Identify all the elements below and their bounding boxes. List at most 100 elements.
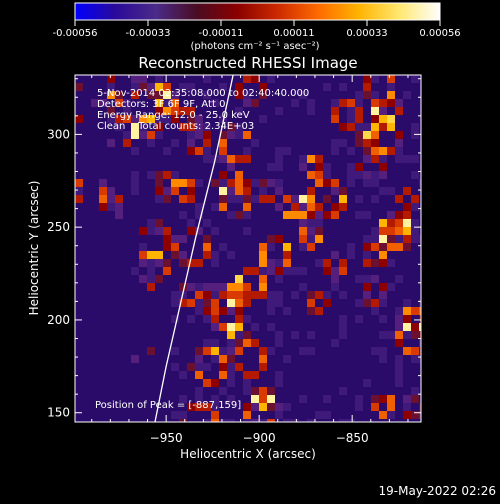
heatmap-cell <box>235 155 243 163</box>
heatmap-cell <box>227 283 235 291</box>
heatmap-cell <box>379 339 387 347</box>
heatmap-cell <box>283 347 291 355</box>
heatmap-cell <box>387 315 395 323</box>
heatmap-cell <box>307 115 315 123</box>
heatmap-cell <box>363 363 371 371</box>
heatmap-cell <box>115 123 123 131</box>
heatmap-cell <box>395 411 403 419</box>
heatmap-cell <box>363 299 371 307</box>
heatmap-cell <box>139 307 147 315</box>
heatmap-cell <box>107 307 115 315</box>
heatmap-cell <box>267 195 275 203</box>
heatmap-cell <box>203 227 211 235</box>
heatmap-cell <box>171 219 179 227</box>
heatmap-cell <box>299 371 307 379</box>
heatmap-cell <box>315 147 323 155</box>
heatmap-cell <box>371 419 379 422</box>
heatmap-cell <box>259 395 267 403</box>
heatmap-cell <box>75 299 83 307</box>
heatmap-cell <box>219 339 227 347</box>
heatmap-cell <box>355 107 363 115</box>
heatmap-cell <box>139 411 147 419</box>
heatmap-cell <box>251 83 259 91</box>
heatmap-cell <box>179 363 187 371</box>
heatmap-cell <box>267 291 275 299</box>
heatmap-cell <box>251 91 259 99</box>
heatmap-cell <box>355 243 363 251</box>
heatmap-cell <box>195 139 203 147</box>
heatmap-cell <box>307 339 315 347</box>
heatmap-cell <box>131 307 139 315</box>
heatmap-cell <box>171 267 179 275</box>
heatmap-cell <box>331 419 339 422</box>
heatmap-cell <box>379 139 387 147</box>
heatmap-cell <box>355 291 363 299</box>
heatmap-cell <box>283 355 291 363</box>
heatmap-cell <box>291 299 299 307</box>
heatmap-cell <box>123 139 131 147</box>
heatmap-cell <box>259 323 267 331</box>
heatmap-cell <box>275 267 283 275</box>
heatmap-cell <box>315 195 323 203</box>
heatmap-cell <box>379 243 387 251</box>
heatmap-cell <box>323 99 331 107</box>
heatmap-cell <box>187 187 195 195</box>
heatmap-cell <box>219 203 227 211</box>
heatmap-cell <box>339 99 347 107</box>
heatmap-cell <box>379 291 387 299</box>
heatmap-cell <box>419 275 421 283</box>
heatmap-cell <box>131 331 139 339</box>
heatmap-cell <box>379 315 387 323</box>
heatmap-cell <box>171 163 179 171</box>
heatmap-cell <box>107 355 115 363</box>
heatmap-cell <box>147 355 155 363</box>
heatmap-cell <box>91 403 99 411</box>
heatmap-cell <box>163 219 171 227</box>
heatmap-cell <box>347 339 355 347</box>
heatmap-cell <box>83 83 91 91</box>
heatmap-cell <box>91 243 99 251</box>
heatmap-cell <box>91 211 99 219</box>
heatmap-cell <box>275 315 283 323</box>
heatmap-cell <box>171 99 179 107</box>
heatmap-cell <box>107 187 115 195</box>
heatmap-cell <box>131 227 139 235</box>
heatmap-cell <box>403 291 411 299</box>
heatmap-cell <box>123 299 131 307</box>
heatmap-cell <box>291 171 299 179</box>
heatmap-cell <box>411 131 419 139</box>
heatmap-cell <box>83 267 91 275</box>
heatmap-cell <box>243 75 251 83</box>
heatmap-cell <box>363 275 371 283</box>
heatmap-cell <box>339 75 347 83</box>
heatmap-cell <box>155 339 163 347</box>
heatmap-cell <box>323 299 331 307</box>
heatmap-cell <box>75 371 83 379</box>
heatmap-cell <box>411 171 419 179</box>
heatmap-cell <box>147 195 155 203</box>
heatmap-cell <box>323 107 331 115</box>
heatmap-cell <box>355 323 363 331</box>
heatmap-cell <box>147 339 155 347</box>
heatmap-cell <box>107 195 115 203</box>
heatmap-cell <box>403 347 411 355</box>
heatmap-cell <box>83 139 91 147</box>
heatmap-cell <box>99 355 107 363</box>
heatmap-cell <box>267 171 275 179</box>
heatmap-cell <box>355 187 363 195</box>
heatmap-cell <box>387 163 395 171</box>
heatmap-cell <box>387 395 395 403</box>
heatmap-cell <box>307 331 315 339</box>
heatmap-cell <box>99 99 107 107</box>
heatmap-cell <box>99 403 107 411</box>
heatmap-cell <box>395 355 403 363</box>
heatmap-cell <box>195 331 203 339</box>
heatmap-cell <box>371 355 379 363</box>
heatmap-cell <box>315 371 323 379</box>
heatmap-cell <box>163 387 171 395</box>
heatmap-cell <box>347 403 355 411</box>
heatmap-cell <box>355 331 363 339</box>
heatmap-cell <box>363 147 371 155</box>
heatmap-cell <box>339 195 347 203</box>
heatmap-cell <box>227 163 235 171</box>
